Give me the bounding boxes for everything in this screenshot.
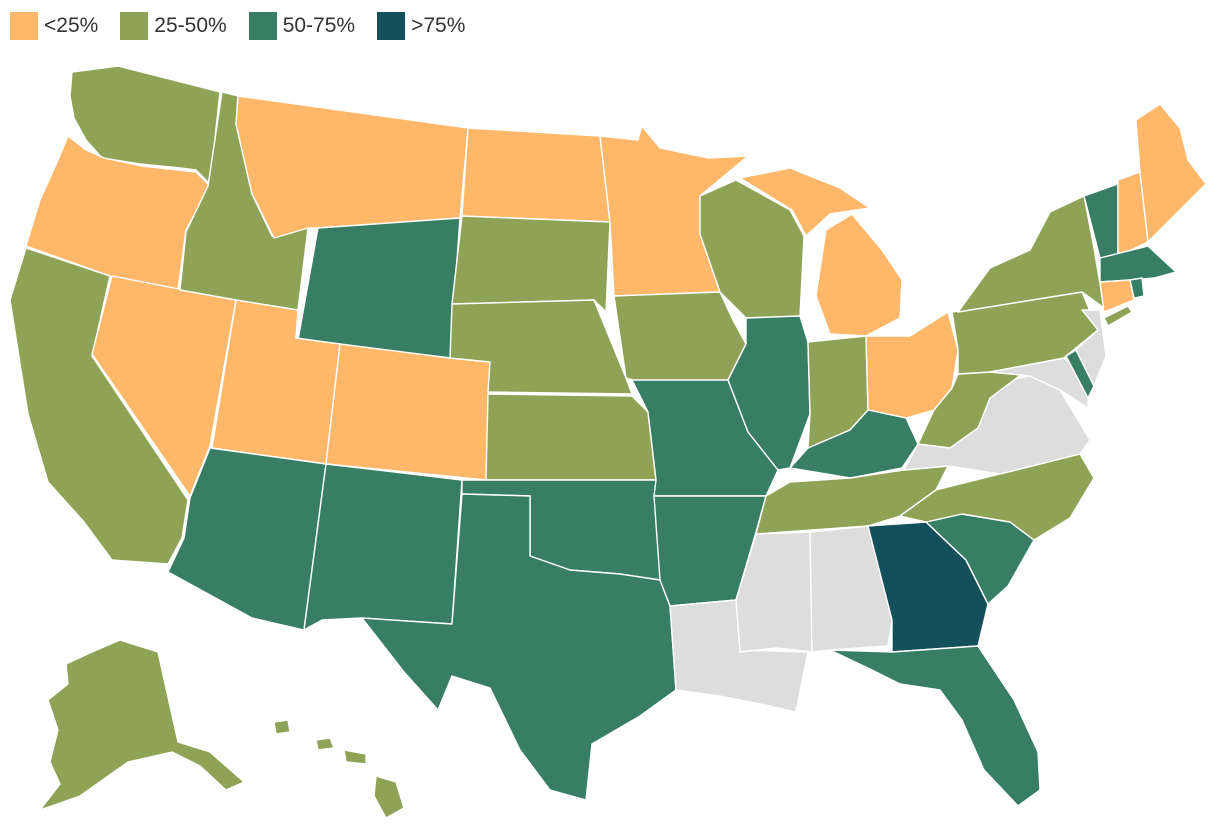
state-WA[interactable] bbox=[69, 65, 221, 185]
legend-label-25-50: 25-50% bbox=[154, 14, 227, 37]
state-MT[interactable] bbox=[235, 95, 469, 239]
map-legend: <25% 25-50% 50-75% >75% bbox=[10, 12, 487, 40]
state-NE[interactable] bbox=[449, 299, 633, 395]
state-NJ[interactable] bbox=[1075, 309, 1107, 387]
legend-swatch-lt25 bbox=[10, 12, 38, 40]
state-PA[interactable] bbox=[951, 291, 1099, 375]
state-ND[interactable] bbox=[461, 127, 611, 223]
state-AK[interactable] bbox=[39, 639, 245, 811]
legend-label-50-75: 50-75% bbox=[282, 14, 356, 37]
legend-label-gt75: >75% bbox=[411, 14, 466, 37]
state-IA[interactable] bbox=[613, 291, 747, 383]
state-KY[interactable] bbox=[789, 409, 919, 479]
state-WV[interactable] bbox=[917, 371, 1023, 449]
state-TX[interactable] bbox=[361, 493, 677, 801]
state-CO[interactable] bbox=[325, 343, 491, 481]
state-TN[interactable] bbox=[755, 465, 949, 535]
state-MI[interactable] bbox=[739, 167, 903, 337]
state-IL[interactable] bbox=[727, 315, 811, 471]
legend-swatch-25-50 bbox=[120, 12, 149, 40]
legend-swatch-gt75 bbox=[377, 12, 406, 40]
legend-item-lt25: <25% bbox=[10, 12, 98, 40]
state-FL[interactable] bbox=[829, 645, 1041, 807]
legend-item-50-75: 50-75% bbox=[248, 12, 356, 40]
state-OR[interactable] bbox=[25, 135, 211, 291]
legend-label-lt25: <25% bbox=[44, 14, 99, 37]
state-ME[interactable] bbox=[1135, 103, 1207, 243]
state-CT[interactable] bbox=[1099, 279, 1135, 313]
legend-item-25-50: 25-50% bbox=[120, 12, 227, 40]
state-WY[interactable] bbox=[297, 217, 461, 359]
state-KS[interactable] bbox=[485, 393, 657, 481]
state-SD[interactable] bbox=[451, 215, 611, 313]
legend-swatch-50-75 bbox=[248, 12, 277, 40]
state-NC[interactable] bbox=[899, 453, 1095, 541]
state-MN[interactable] bbox=[599, 125, 749, 297]
legend-item-gt75: >75% bbox=[377, 12, 465, 40]
state-HI[interactable] bbox=[273, 719, 405, 819]
state-NM[interactable] bbox=[303, 463, 463, 631]
